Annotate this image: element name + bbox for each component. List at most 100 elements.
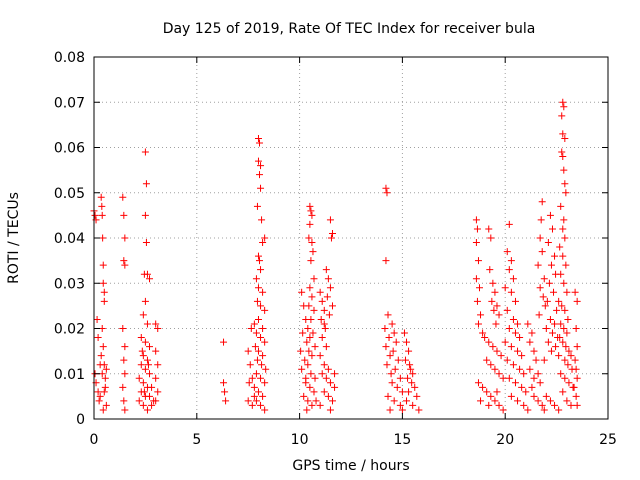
data-point [559, 225, 567, 233]
x-axis-ticks: 0 5 10 15 20 25 [90, 57, 617, 448]
data-point [154, 361, 162, 369]
data-point [331, 383, 339, 391]
data-point [318, 370, 326, 378]
data-point [256, 257, 264, 265]
data-point [220, 379, 228, 387]
data-point [546, 211, 554, 219]
data-point [479, 383, 487, 391]
data-point [497, 352, 505, 360]
data-point [537, 216, 545, 224]
data-point [141, 365, 149, 373]
data-point [530, 347, 538, 355]
data-point [252, 275, 260, 283]
data-point [148, 383, 156, 391]
data-point [401, 356, 409, 364]
data-point [254, 347, 262, 355]
data-point [551, 252, 559, 260]
data-point [310, 275, 318, 283]
data-point [499, 374, 507, 382]
data-point [310, 388, 318, 396]
data-point [541, 302, 549, 310]
data-point [547, 347, 555, 355]
data-point [322, 374, 330, 382]
data-point [391, 365, 399, 373]
data-point [530, 374, 538, 382]
data-point [298, 288, 306, 296]
data-point [244, 347, 252, 355]
data-point [415, 406, 423, 414]
data-point [304, 397, 312, 405]
data-point [520, 370, 528, 378]
data-point [404, 374, 412, 382]
data-point [257, 334, 265, 342]
data-point [303, 338, 311, 346]
data-point [100, 361, 108, 369]
data-point [254, 315, 262, 323]
data-point [487, 392, 495, 400]
data-point [261, 406, 269, 414]
data-point [261, 234, 269, 242]
data-point [518, 352, 526, 360]
data-point [121, 406, 129, 414]
data-point [97, 352, 105, 360]
data-point [514, 397, 522, 405]
data-point [139, 352, 147, 360]
data-point [307, 257, 315, 265]
data-point [560, 166, 568, 174]
data-point [386, 352, 394, 360]
data-point [556, 334, 564, 342]
data-point [503, 356, 511, 364]
data-point [257, 401, 265, 409]
data-point [154, 325, 162, 332]
data-point [490, 306, 498, 314]
data-point [398, 406, 406, 414]
data-point [555, 297, 563, 305]
data-point [251, 343, 259, 351]
data-point [411, 383, 419, 391]
data-point [154, 388, 162, 396]
data-point [536, 284, 544, 292]
data-point [250, 392, 258, 400]
data-point [570, 383, 578, 391]
x-tick-label: 5 [192, 432, 201, 448]
data-point [493, 302, 501, 310]
x-tick-label: 15 [393, 432, 411, 448]
data-point [254, 284, 262, 292]
data-point [302, 379, 310, 387]
data-point [327, 234, 335, 242]
y-tick-label: 0.04 [54, 231, 85, 247]
data-point [485, 225, 493, 233]
data-point [505, 220, 513, 228]
data-point [102, 365, 110, 373]
data-point [120, 257, 128, 265]
data-point [326, 216, 334, 224]
data-point [257, 374, 265, 382]
data-point [309, 329, 317, 337]
data-point [388, 320, 396, 328]
data-point [561, 134, 569, 142]
data-point [503, 248, 511, 256]
data-point [560, 325, 568, 332]
data-point [254, 252, 262, 260]
data-point [257, 266, 265, 274]
data-point [524, 406, 532, 414]
data-point [546, 315, 554, 323]
data-point [538, 401, 546, 409]
x-tick-label: 20 [496, 432, 514, 448]
y-tick-label: 0.01 [54, 367, 85, 383]
data-point [390, 397, 398, 405]
data-point [564, 315, 572, 323]
data-point [477, 311, 485, 319]
data-point [559, 388, 567, 396]
data-point [548, 225, 556, 233]
data-point [320, 361, 328, 369]
data-point [306, 334, 314, 342]
data-point [546, 397, 554, 405]
data-point [298, 365, 306, 373]
data-point [381, 325, 389, 332]
data-point [99, 261, 107, 269]
data-point [305, 302, 313, 310]
data-point [493, 388, 501, 396]
data-point [563, 397, 571, 405]
data-point [505, 266, 513, 274]
